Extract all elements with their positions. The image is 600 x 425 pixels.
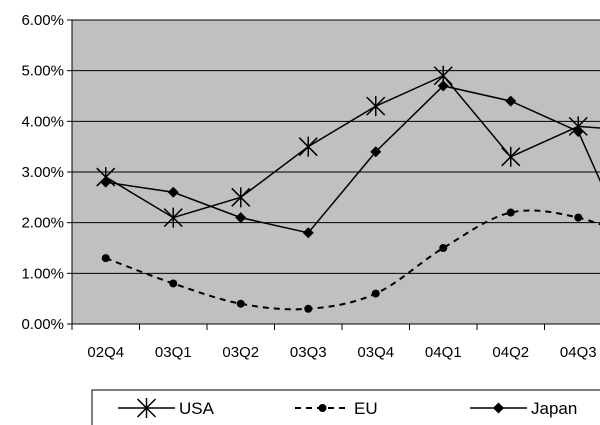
y-tick-label: 0.00% xyxy=(21,316,64,333)
x-tick-label: 03Q3 xyxy=(290,344,327,361)
point-eu xyxy=(574,213,583,222)
y-tick-label: 2.00% xyxy=(21,215,64,232)
series-eu xyxy=(101,208,600,313)
y-tick-label: 5.00% xyxy=(21,63,64,80)
legend-marker xyxy=(136,398,157,418)
legend-marker xyxy=(318,404,327,412)
point-usa xyxy=(298,136,318,157)
y-tick-label: 1.00% xyxy=(21,265,64,282)
x-tick-label: 02Q4 xyxy=(87,344,124,361)
x-tick-label: 04Q3 xyxy=(560,344,597,361)
point-usa xyxy=(501,146,521,167)
point-japan xyxy=(235,212,247,224)
point-japan xyxy=(100,176,112,188)
point-eu xyxy=(169,279,178,288)
point-usa xyxy=(366,96,386,117)
legend-item-japan: Japan xyxy=(470,399,577,418)
legend-label: USA xyxy=(179,399,215,418)
legend-label: EU xyxy=(354,399,378,418)
y-axis-ticks: 0.00% 1.00% 2.00% 3.00% 4.00% 5.00% 6.00% xyxy=(21,12,72,333)
point-eu xyxy=(439,244,448,252)
point-eu xyxy=(236,299,245,308)
point-eu xyxy=(304,304,313,313)
legend-item-eu: EU xyxy=(295,399,378,418)
legend-item-usa: USA xyxy=(118,398,215,418)
point-japan xyxy=(167,186,179,198)
point-japan xyxy=(302,227,314,239)
x-tick-label: 04Q2 xyxy=(492,344,529,361)
point-eu xyxy=(371,289,380,298)
point-eu xyxy=(101,254,110,263)
gridlines xyxy=(72,19,600,274)
x-tick-label: 03Q1 xyxy=(155,344,192,361)
point-eu xyxy=(506,208,515,217)
legend-marker xyxy=(493,402,504,414)
point-japan xyxy=(437,80,449,92)
point-japan xyxy=(505,95,517,107)
x-tick-label: 04Q1 xyxy=(425,344,462,361)
legend: USA EU Japan xyxy=(91,389,600,425)
x-tick-label: 03Q2 xyxy=(222,344,259,361)
legend-label: Japan xyxy=(531,399,577,418)
y-tick-label: 3.00% xyxy=(21,164,64,181)
x-axis-ticks: 02Q403Q103Q203Q303Q404Q104Q204Q304Q4 xyxy=(71,324,597,361)
x-tick-label: 03Q4 xyxy=(357,344,394,361)
y-tick-label: 6.00% xyxy=(21,12,64,29)
point-japan xyxy=(572,125,584,137)
series-usa xyxy=(96,65,600,228)
series-japan xyxy=(100,80,600,239)
y-tick-label: 4.00% xyxy=(21,113,64,130)
point-japan xyxy=(370,146,382,158)
point-usa xyxy=(231,187,251,208)
series-layer xyxy=(96,65,600,313)
point-usa xyxy=(163,207,183,228)
